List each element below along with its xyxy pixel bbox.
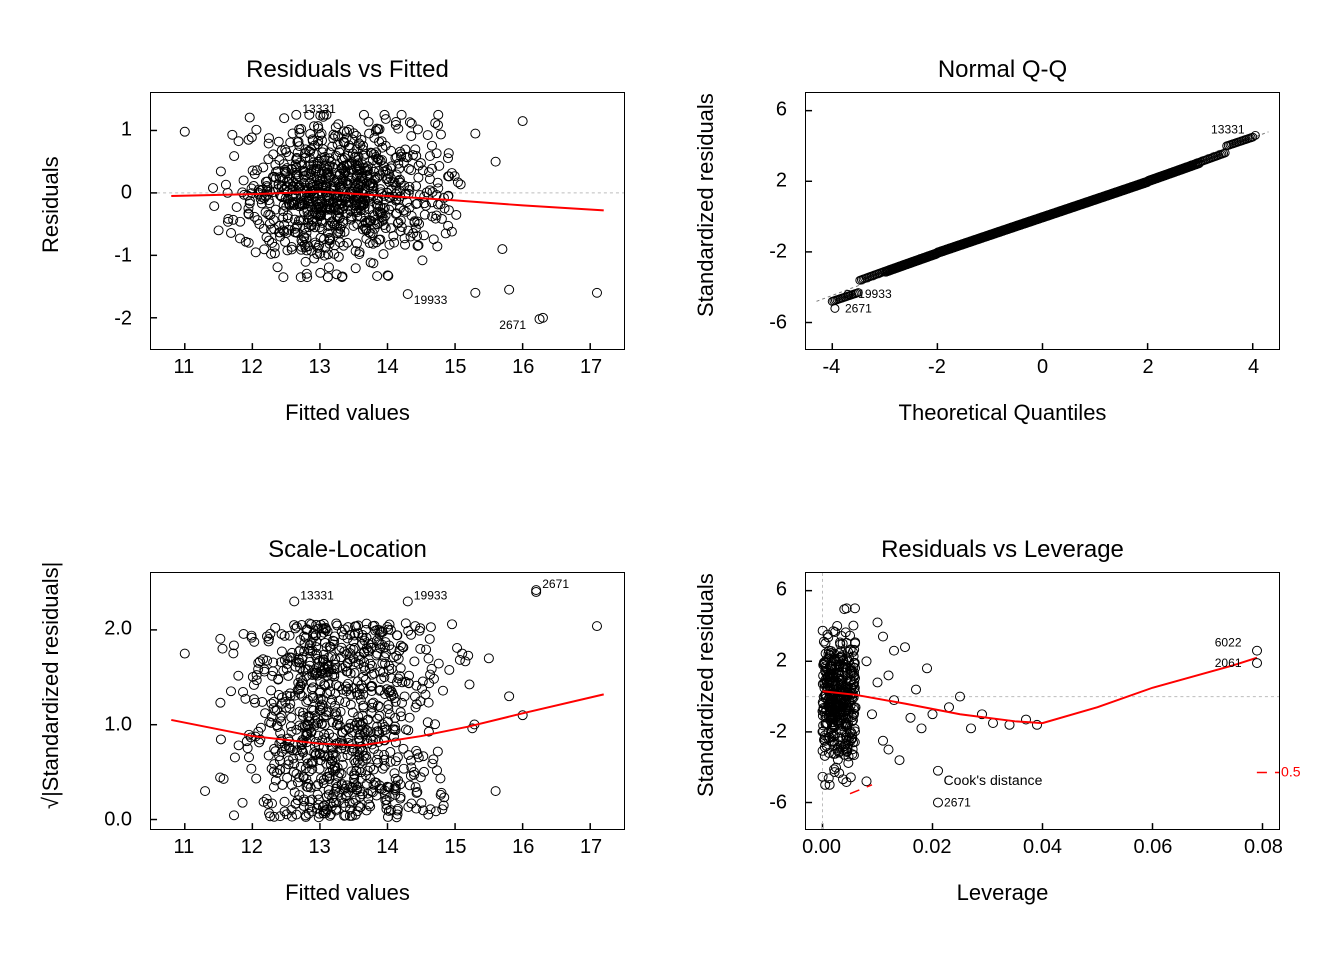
x-tick: 14: [376, 836, 398, 859]
diagnostic-panel-grid: Residuals vs Fitted Residuals 1333119933…: [60, 60, 1290, 900]
x-tick: 16: [512, 836, 534, 859]
panel-title: Scale-Location: [60, 536, 635, 564]
x-tick-labels: 0.00 0.02 0.04 0.06 0.08: [805, 836, 1280, 860]
y-tick: 6: [776, 578, 787, 601]
svg-text:2061: 2061: [1215, 656, 1242, 670]
x-tick: -2: [928, 356, 946, 379]
y-tick: 1: [121, 118, 132, 141]
panel-normal-qq: Normal Q-Q Standardized residuals 133311…: [715, 60, 1290, 420]
x-tick: 12: [241, 836, 263, 859]
x-tick: 2: [1142, 356, 1153, 379]
x-axis-label: Fitted values: [60, 400, 635, 426]
x-tick: 4: [1248, 356, 1259, 379]
svg-text:13331: 13331: [302, 102, 336, 116]
panel-title: Residuals vs Leverage: [715, 536, 1290, 564]
y-tick: 2.0: [104, 618, 132, 641]
plot-area: 13331 199332671: [805, 92, 1280, 350]
x-tick: 11: [174, 356, 195, 379]
y-tick: 2: [776, 169, 787, 192]
x-tick: 14: [376, 356, 398, 379]
plot-area: 13331 19933 2671: [150, 572, 625, 830]
x-tick: 17: [580, 356, 602, 379]
svg-text:0.5: 0.5: [1281, 764, 1301, 780]
y-tick: -2: [114, 307, 132, 330]
x-tick: 17: [580, 836, 602, 859]
x-axis-label: Fitted values: [60, 880, 635, 906]
y-tick: 0.0: [104, 809, 132, 832]
x-tick: 12: [241, 356, 263, 379]
y-tick: 6: [776, 98, 787, 121]
x-axis-label: Theoretical Quantiles: [715, 400, 1290, 426]
plot-area: 13331 19933 2671: [150, 92, 625, 350]
svg-text:19933: 19933: [858, 287, 892, 301]
x-tick: 11: [174, 836, 195, 859]
svg-text:Cook's distance: Cook's distance: [944, 772, 1043, 788]
panel-title: Normal Q-Q: [715, 56, 1290, 84]
y-tick: -6: [769, 792, 787, 815]
x-tick: 0.08: [1244, 836, 1283, 859]
y-tick: 1.0: [104, 713, 132, 736]
x-tick: 15: [444, 836, 466, 859]
x-tick: 15: [444, 356, 466, 379]
x-tick: -4: [822, 356, 840, 379]
y-tick-labels: -6 -2 2 6: [715, 572, 799, 830]
x-tick: 13: [309, 356, 331, 379]
panel-scale-location: Scale-Location √|Standardized residuals|…: [60, 540, 635, 900]
svg-text:2671: 2671: [845, 301, 872, 315]
y-tick: -6: [769, 312, 787, 335]
svg-text:13331: 13331: [1211, 123, 1245, 137]
y-tick-labels: 0.0 1.0 2.0: [60, 572, 144, 830]
x-tick: 0: [1037, 356, 1048, 379]
y-tick-labels: -2 -1 0 1: [60, 92, 144, 350]
y-tick: -2: [769, 721, 787, 744]
x-tick: 0.00: [802, 836, 841, 859]
x-tick: 0.04: [1023, 836, 1062, 859]
x-tick-labels: 11 12 13 14 15 16 17: [150, 836, 625, 860]
svg-text:19933: 19933: [414, 589, 448, 603]
y-tick: 2: [776, 649, 787, 672]
x-tick: 16: [512, 356, 534, 379]
panel-residuals-vs-leverage: Residuals vs Leverage Standardized resid…: [715, 540, 1290, 900]
panel-title: Residuals vs Fitted: [60, 56, 635, 84]
x-tick: 0.02: [913, 836, 952, 859]
y-tick: -2: [769, 241, 787, 264]
svg-text:2671: 2671: [944, 796, 971, 810]
svg-text:2671: 2671: [499, 318, 526, 332]
svg-text:19933: 19933: [414, 293, 448, 307]
plot-area: 602220612671Cook's distance0.5: [805, 572, 1280, 830]
svg-text:2671: 2671: [542, 577, 569, 591]
x-tick-labels: 11 12 13 14 15 16 17: [150, 356, 625, 380]
x-tick: 13: [309, 836, 331, 859]
x-tick-labels: -4 -2 0 2 4: [805, 356, 1280, 380]
panel-residuals-vs-fitted: Residuals vs Fitted Residuals 1333119933…: [60, 60, 635, 420]
x-axis-label: Leverage: [715, 880, 1290, 906]
svg-text:6022: 6022: [1215, 636, 1242, 650]
x-tick: 0.06: [1133, 836, 1172, 859]
y-tick: 0: [121, 181, 132, 204]
y-tick-labels: -6 -2 2 6: [715, 92, 799, 350]
svg-text:13331: 13331: [300, 589, 334, 603]
y-tick: -1: [114, 244, 132, 267]
